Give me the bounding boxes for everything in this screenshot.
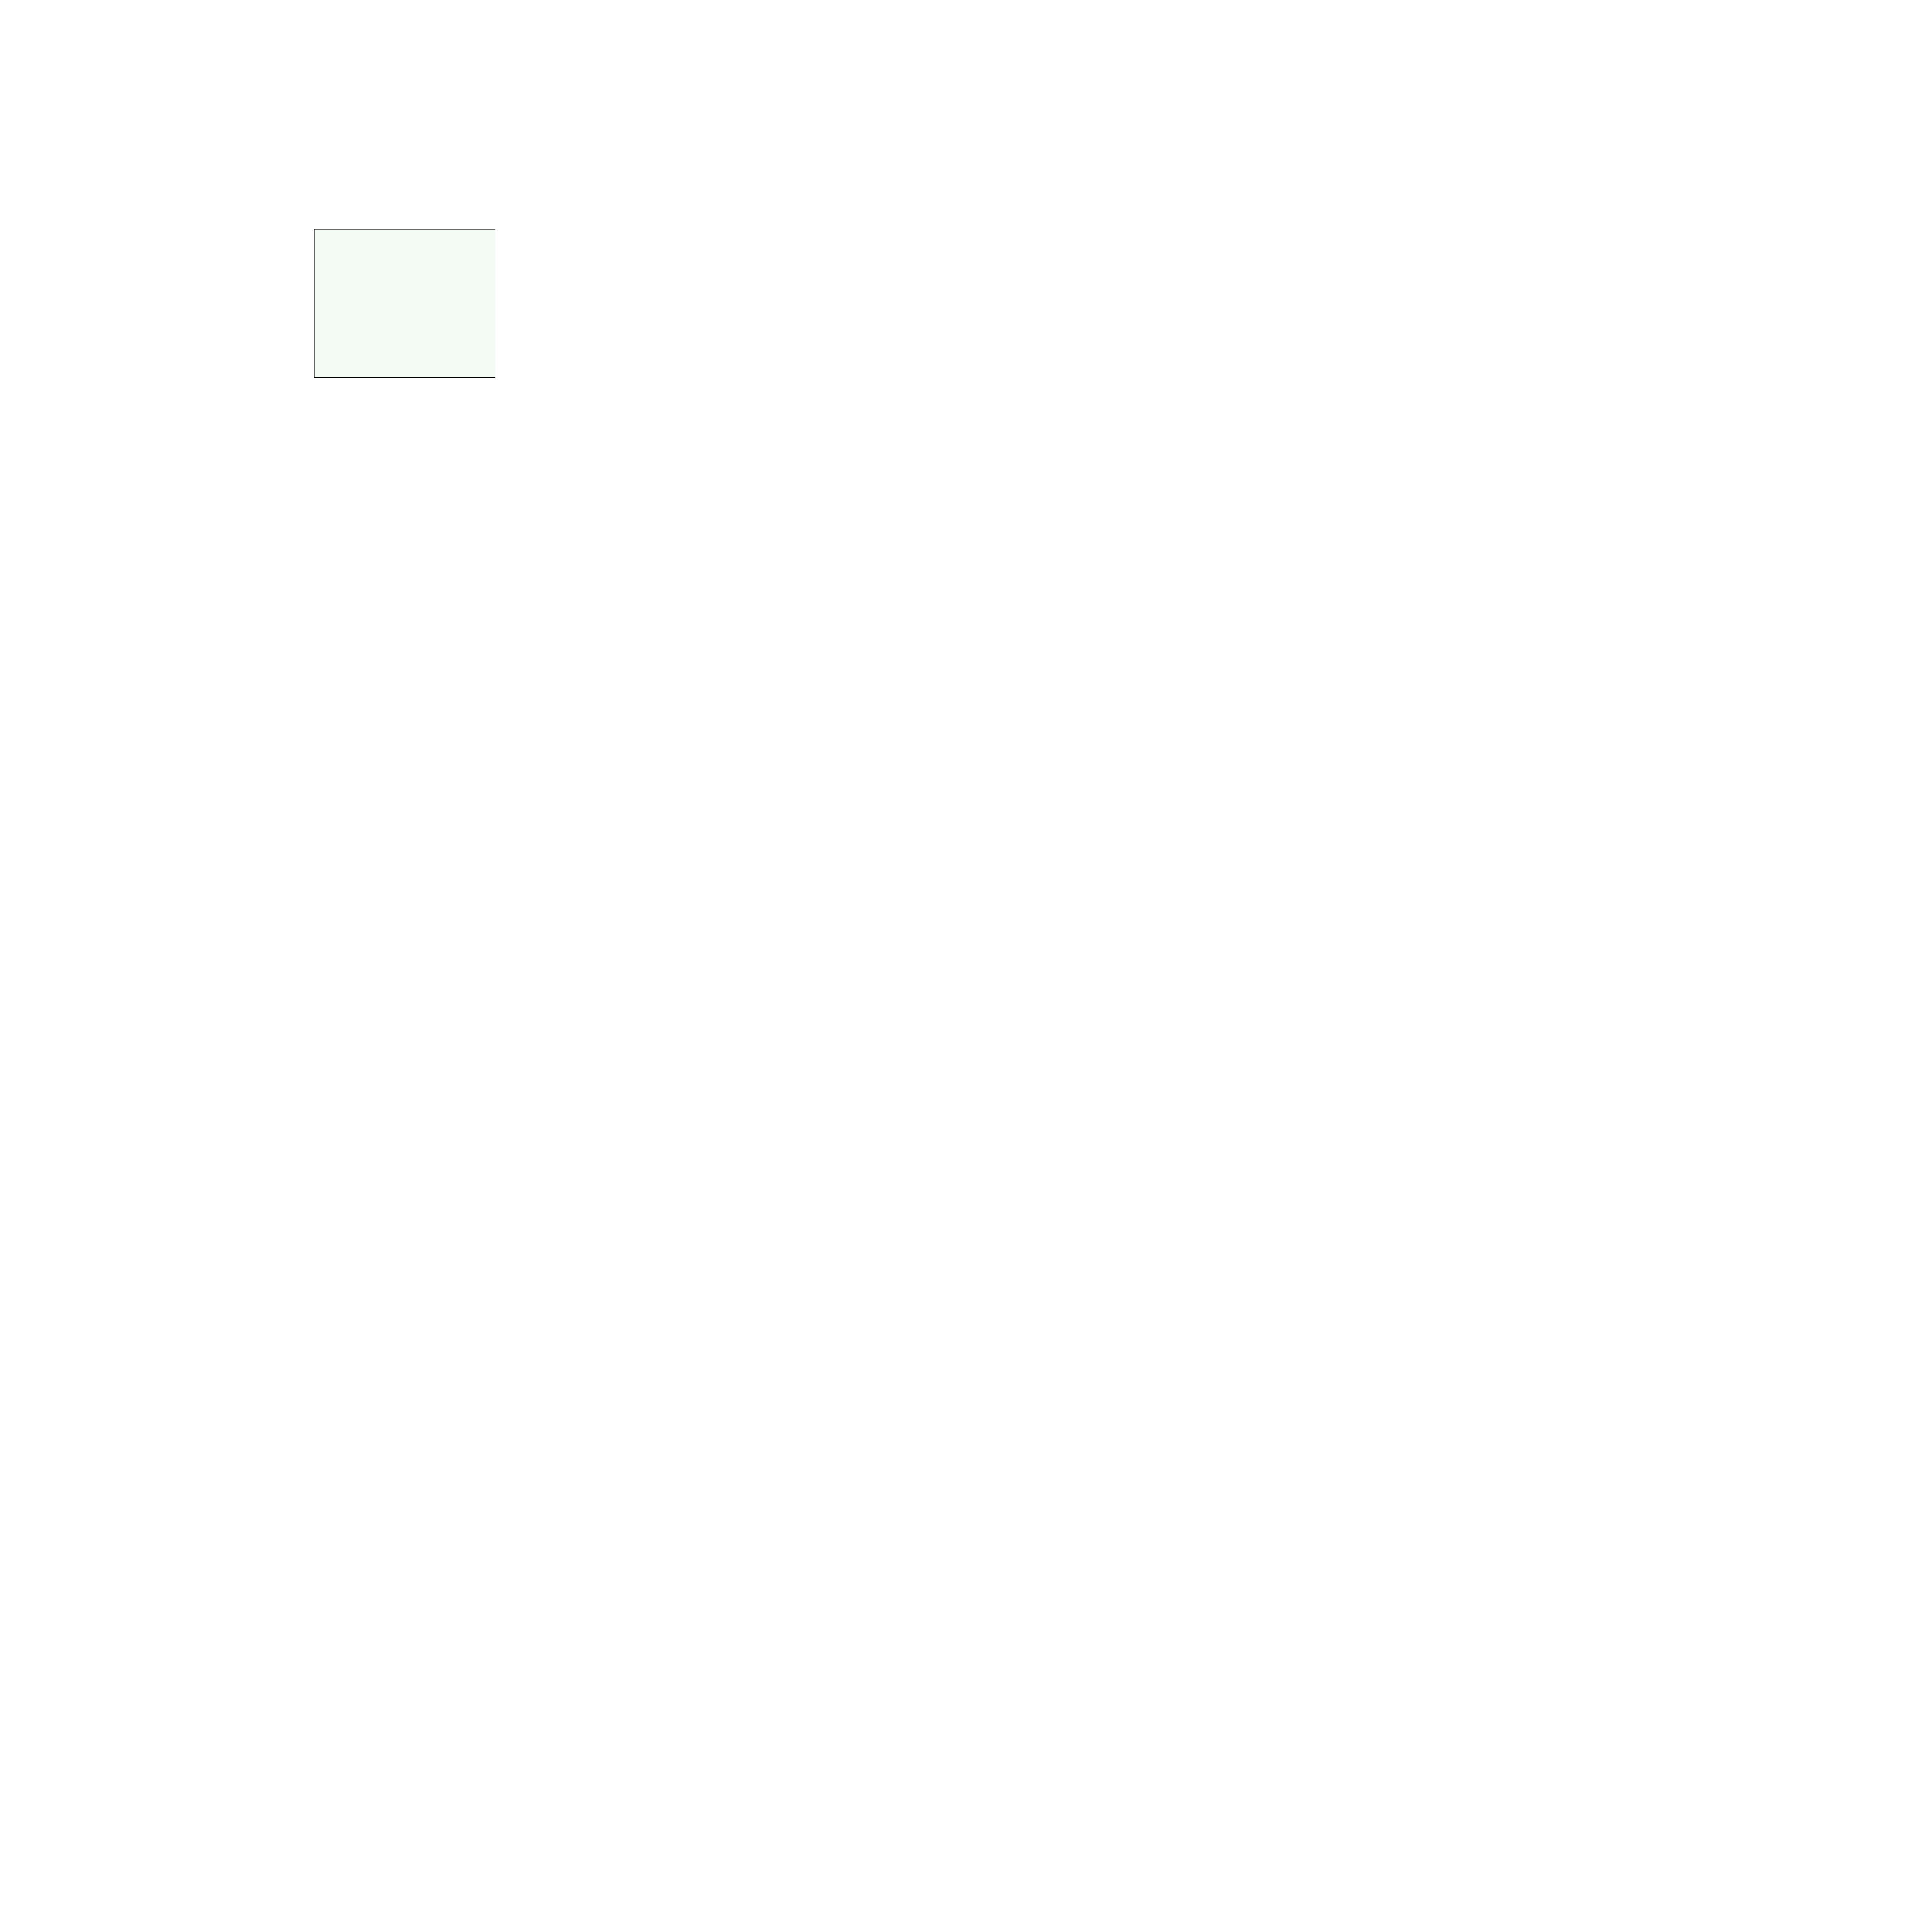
panel-c-binding-chart xyxy=(335,0,495,117)
panel-k-binding-chart xyxy=(151,422,302,528)
panel-b-sec-chart xyxy=(182,0,335,113)
panel-a-domain-diagram xyxy=(0,0,182,111)
figure-root xyxy=(0,0,495,528)
panel-f-structure-model xyxy=(364,111,495,231)
panel-j-alignment xyxy=(0,417,151,528)
panel-h-structure-overview xyxy=(101,231,314,372)
panel-e-structure-detail xyxy=(149,111,364,231)
panel-h-interface-detail xyxy=(314,229,495,378)
panel-l-nmr xyxy=(302,372,495,528)
panel-d-structure xyxy=(0,111,149,231)
panel-i-microscopy xyxy=(0,372,302,420)
panel-g-itc xyxy=(0,231,101,375)
